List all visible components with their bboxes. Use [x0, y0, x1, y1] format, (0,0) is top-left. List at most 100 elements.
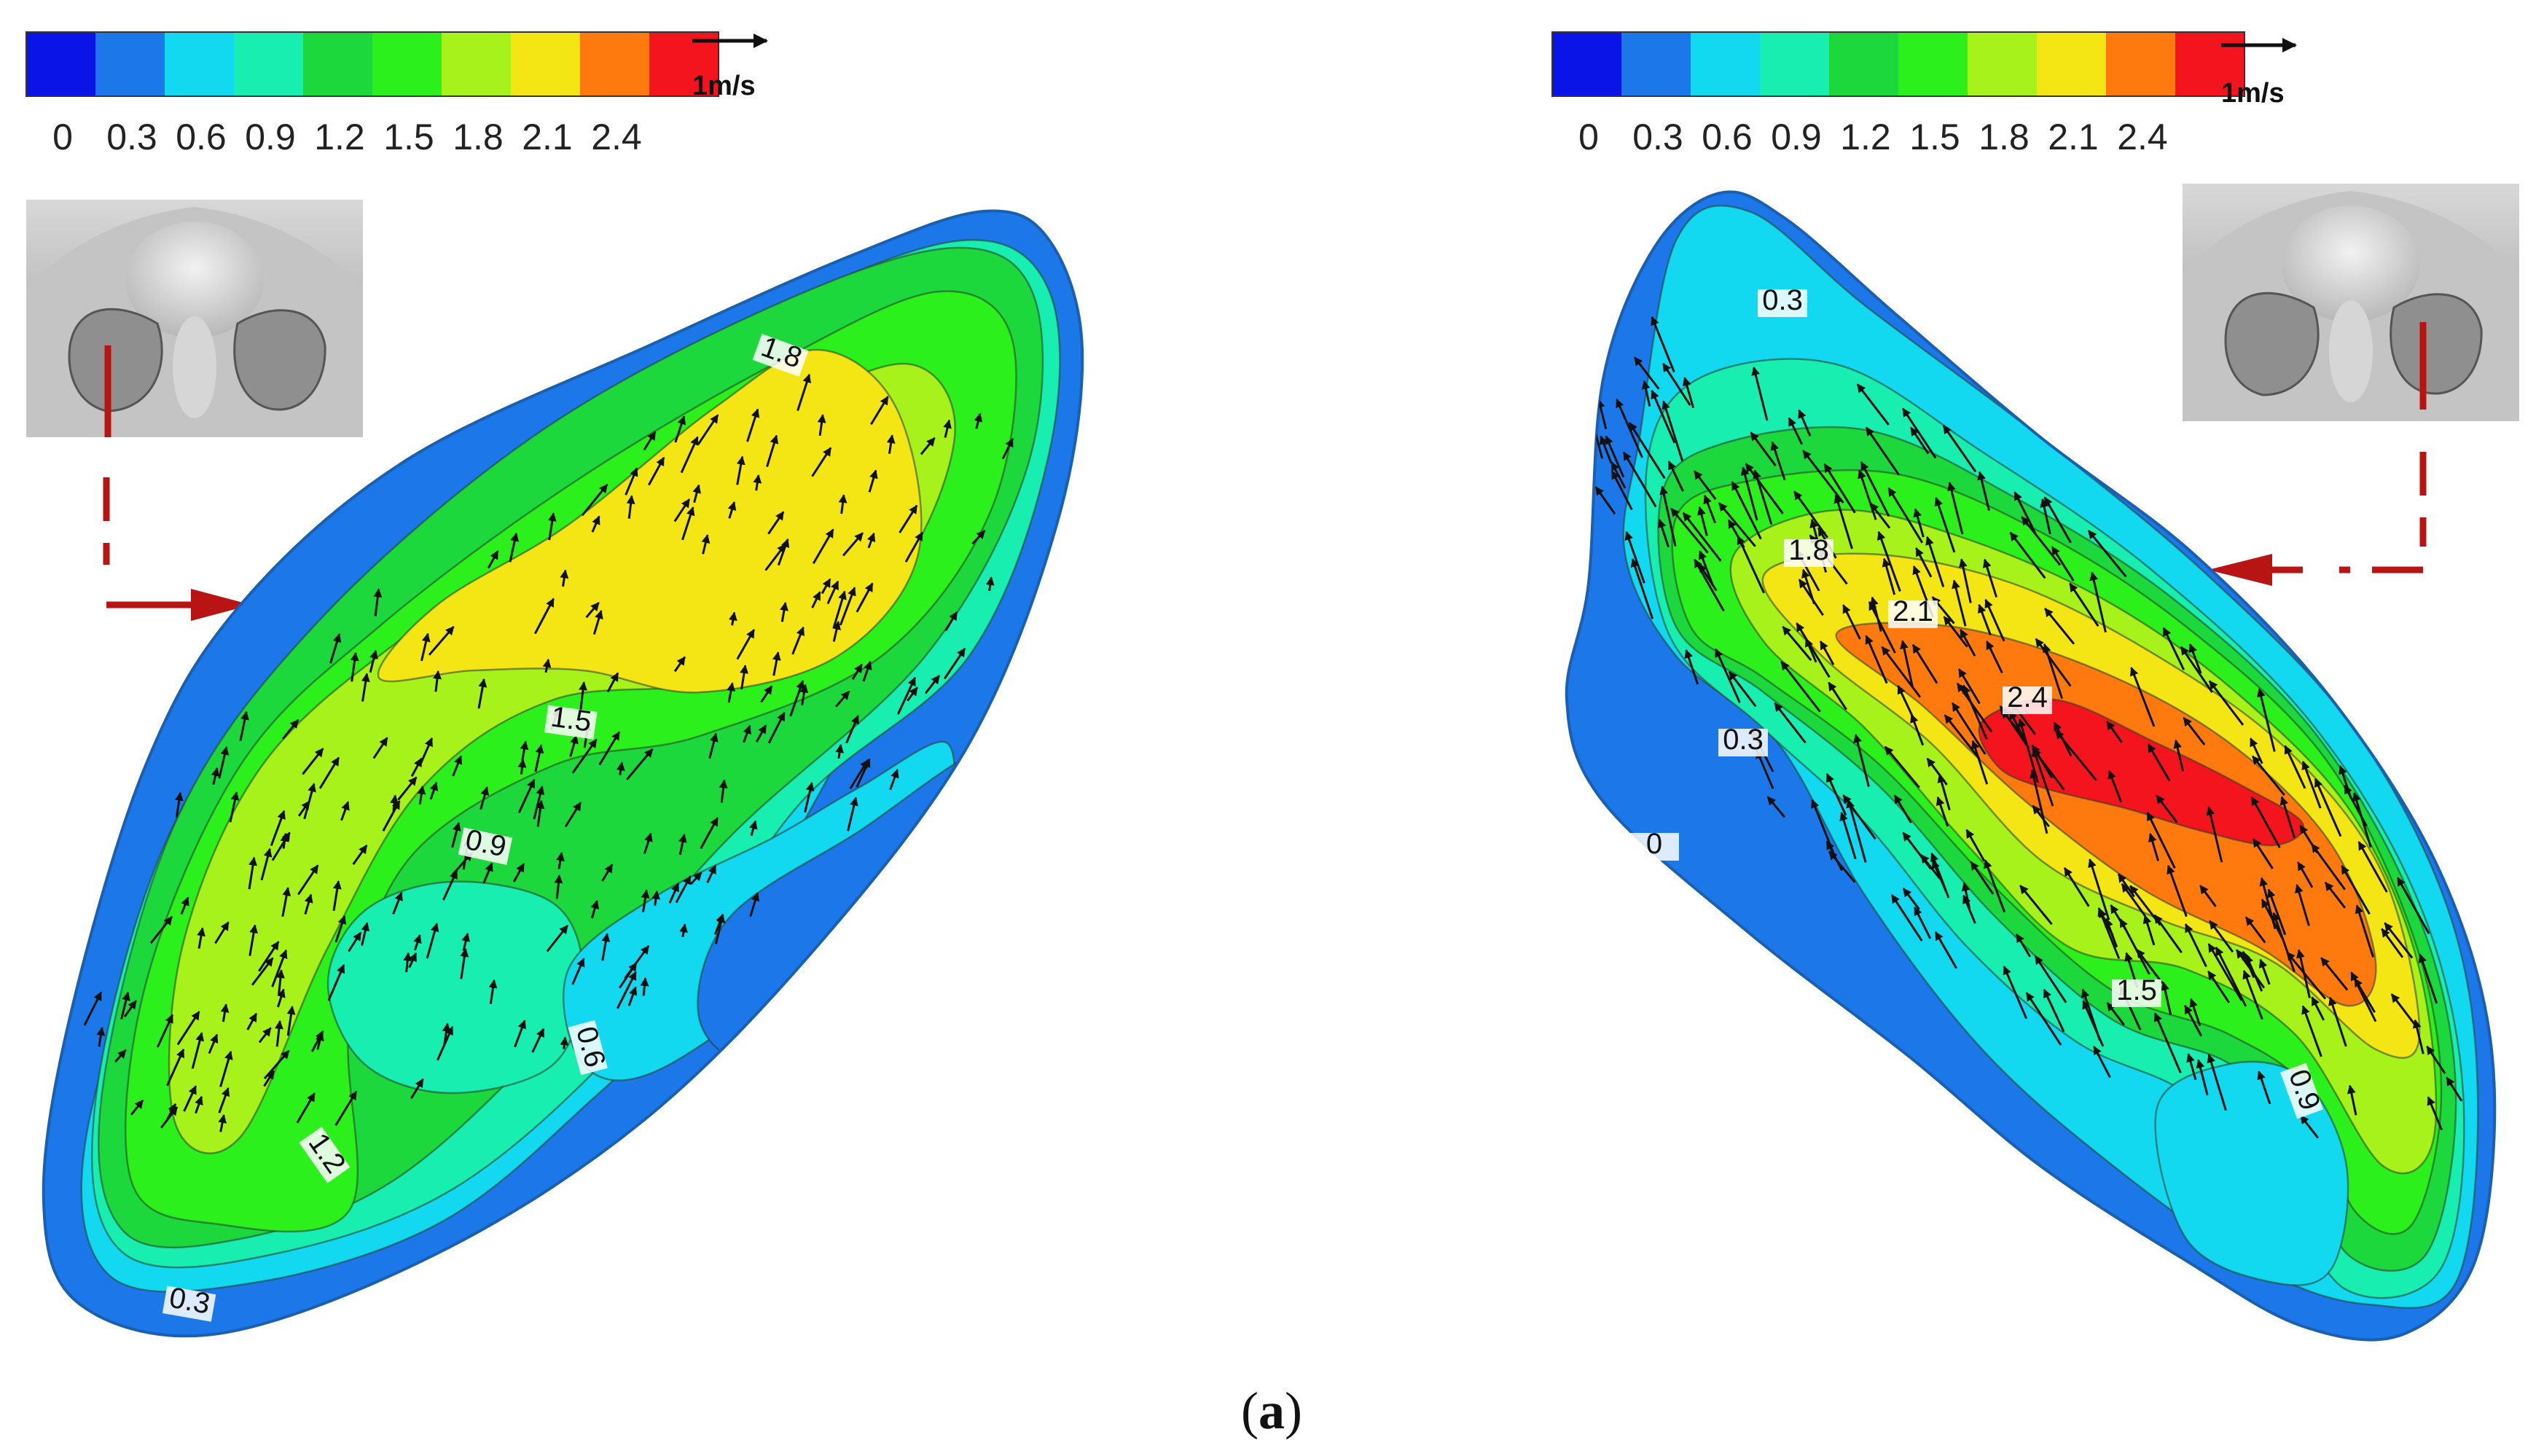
left-velocity-arrow [736, 629, 756, 660]
right-velocity-arrow [2390, 993, 2416, 1026]
left-velocity-arrow [220, 1003, 230, 1022]
right-velocity-arrow [1925, 536, 1945, 587]
right-velocity-arrow [2110, 904, 2126, 930]
right-velocity-arrow [1731, 481, 1762, 540]
left-velocity-arrow [832, 590, 847, 629]
right-velocity-arrow [1670, 507, 1709, 554]
right-colorbar-tick: 1.2 [1840, 117, 1891, 157]
right-velocity-arrow [2063, 866, 2090, 907]
right-velocity-arrow [2396, 877, 2430, 934]
left-velocity-arrow [944, 611, 958, 632]
right-velocity-arrow [1596, 399, 1608, 430]
right-velocity-arrow [1693, 558, 1725, 612]
right-velocity-arrow [1842, 794, 1876, 840]
right-velocity-arrow [1877, 531, 1901, 592]
right-scale-arrow: 1m/s [2221, 38, 2297, 109]
left-velocity-arrow [590, 899, 600, 919]
right-velocity-arrow [2252, 838, 2274, 869]
right-velocity-arrow [2206, 806, 2223, 863]
right-velocity-arrow [1798, 409, 1812, 437]
right-velocity-arrow [2121, 882, 2146, 917]
left-velocity-arrow [229, 791, 240, 823]
right-velocity-arrow [1828, 681, 1847, 711]
right-colorbar-swatch [1968, 32, 2038, 96]
right-velocity-arrow [1897, 685, 1914, 719]
right-colorbar-swatch [1760, 32, 1830, 96]
left-velocity-arrow [743, 724, 751, 743]
right-velocity-arrow [1682, 512, 1722, 562]
right-velocity-arrow [2093, 1045, 2111, 1079]
right-velocity-arrow [1920, 854, 1941, 880]
left-velocity-arrow [546, 925, 569, 952]
right-velocity-arrow [1728, 670, 1757, 708]
left-velocity-arrow [480, 786, 490, 810]
left-velocity-arrow [675, 875, 692, 904]
right-velocity-arrow [1977, 603, 1992, 636]
right-velocity-arrow [2267, 888, 2287, 936]
right-velocity-arrow [2208, 680, 2244, 726]
left-velocity-arrow [452, 755, 463, 777]
left-velocity-arrow [218, 1087, 230, 1113]
left-velocity-arrow [673, 656, 686, 673]
left-velocity-arrow [361, 922, 370, 946]
left-velocity-arrow [626, 495, 635, 519]
left-velocity-arrow [461, 932, 471, 952]
right-velocity-arrow [2301, 1005, 2322, 1057]
left-velocity-arrow [426, 923, 439, 959]
left-contour-label: 1.5 [544, 700, 598, 740]
right-velocity-arrow [2161, 981, 2172, 1015]
left-velocity-arrow [166, 1048, 185, 1087]
right-colorbar-tick: 1.5 [1909, 117, 1960, 157]
right-velocity-arrow [2142, 915, 2156, 946]
right-velocity-arrow [2051, 546, 2075, 582]
right-velocity-arrow [2081, 988, 2102, 1041]
right-velocity-arrow [1951, 702, 1987, 755]
right-velocity-arrow [2311, 996, 2325, 1021]
left-velocity-arrow [547, 512, 557, 541]
left-velocity-arrow [276, 988, 286, 1008]
right-velocity-arrow [1633, 356, 1660, 390]
left-velocity-arrow [821, 578, 831, 595]
left-velocity-arrow [428, 626, 455, 656]
left-section-indicator [103, 477, 251, 621]
left-velocity-arrow [569, 735, 579, 757]
left-velocity-arrow [772, 651, 781, 676]
left-velocity-arrow [334, 915, 347, 943]
right-velocity-arrow [1622, 451, 1657, 508]
right-velocity-arrow [2412, 1019, 2424, 1054]
right-velocity-arrow [1934, 931, 1958, 969]
right-velocity-arrow [1802, 450, 1844, 504]
right-velocity-arrow [1782, 626, 1812, 662]
left-velocity-arrow [514, 1019, 526, 1048]
left-velocity-arrow [797, 373, 811, 412]
left-velocity-arrow [851, 663, 863, 681]
left-velocity-arrow [533, 598, 555, 635]
right-velocity-arrow [1630, 557, 1654, 619]
left-velocity-arrow [943, 647, 966, 680]
right-contour-labels: 0.31.82.12.40.301.50.9 [1629, 284, 2326, 1119]
right-velocity-arrow [2209, 920, 2234, 953]
right-contour-label: 1.8 [1784, 534, 1833, 567]
left-velocity-arrow [626, 748, 654, 780]
left-velocity-arrow [835, 743, 845, 759]
left-velocity-arrow [674, 415, 686, 443]
right-velocity-arrow [2284, 745, 2306, 789]
right-velocity-arrow [1868, 600, 1896, 654]
right-colorbar-swatch [2106, 32, 2176, 96]
left-velocity-arrow [753, 474, 762, 491]
left-velocity-arrow [165, 1103, 177, 1121]
left-velocity-arrow [856, 582, 874, 613]
right-velocity-arrow [1902, 888, 1920, 910]
right-contour-label: 0 [1629, 828, 1679, 861]
figure-caption: (a) [1241, 1382, 1302, 1440]
right-velocity-arrow [2350, 971, 2377, 1022]
right-section-indicator [2208, 452, 2427, 586]
right-velocity-arrow [2054, 729, 2097, 781]
right-velocity-arrow [1911, 643, 1938, 684]
right-velocity-arrow [1745, 463, 1784, 514]
left-velocity-arrow [679, 923, 688, 938]
left-colorbar-tick: 1.8 [453, 117, 504, 157]
right-velocity-arrow [1610, 470, 1633, 511]
left-velocity-arrow [120, 991, 130, 1019]
left-velocity-arrow [369, 649, 378, 673]
